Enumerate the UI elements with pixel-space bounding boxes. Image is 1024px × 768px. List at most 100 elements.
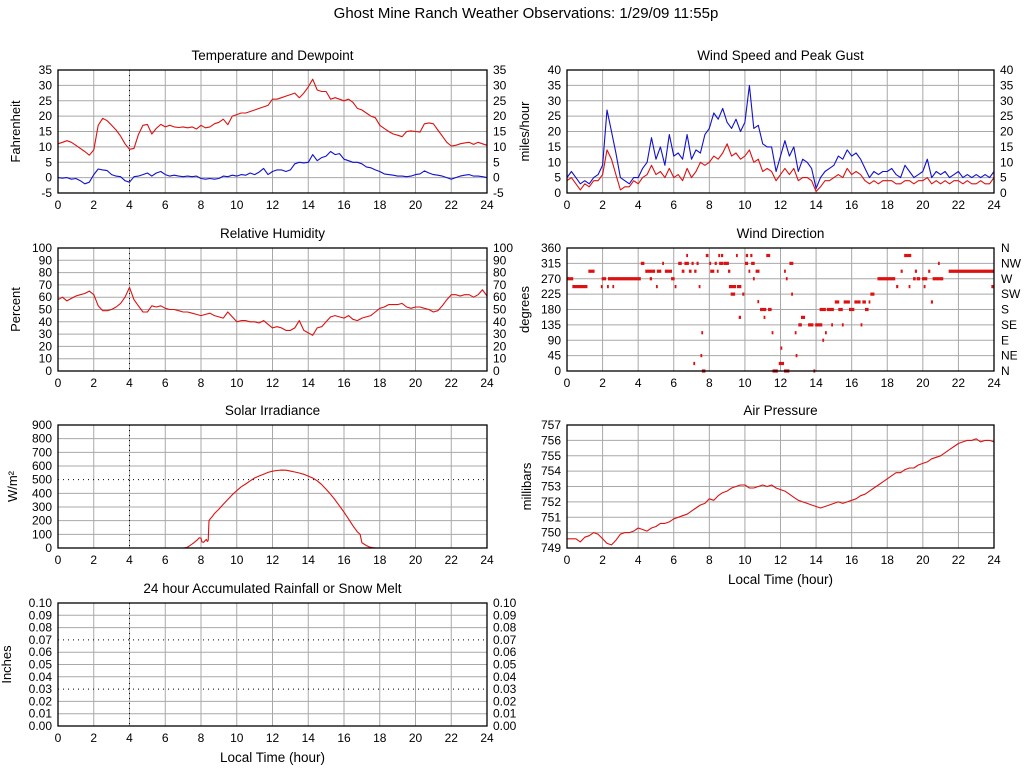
- chart-text: 0.08: [493, 621, 517, 635]
- chart-text: 30: [493, 78, 507, 92]
- chart-text: 0: [55, 376, 62, 390]
- chart-text: 12: [266, 376, 280, 390]
- chart-text: 0: [45, 171, 52, 185]
- chart-text: 2: [90, 198, 97, 212]
- chart-text: 50: [493, 303, 507, 317]
- chart-text: Local Time (hour): [728, 572, 833, 587]
- chart-text: 35: [1000, 78, 1014, 92]
- chart-text: 0.09: [493, 608, 517, 622]
- chart-text: 14: [302, 731, 316, 745]
- chart-text: Inches: [0, 645, 14, 684]
- chart-text: miles/hour: [517, 101, 532, 162]
- chart-text: 14: [302, 553, 316, 567]
- chart-text: 90: [39, 253, 53, 267]
- gridlines: [567, 70, 994, 193]
- chart-text: 30: [1000, 94, 1014, 108]
- chart-text: 100: [493, 241, 513, 255]
- plot-border: [566, 424, 995, 549]
- chart-text: 80: [493, 266, 507, 280]
- series-relative-humidity: [57, 286, 488, 336]
- chart-text: 500: [32, 473, 52, 487]
- chart-text: 10: [738, 553, 752, 567]
- chart-text: 0.06: [493, 645, 517, 659]
- chart-text: 2: [599, 198, 606, 212]
- chart-text: SE: [1001, 318, 1017, 332]
- chart-text: 6: [670, 376, 677, 390]
- chart-text: 14: [302, 376, 316, 390]
- chart-text: 20: [409, 553, 423, 567]
- chart-text: 50: [39, 303, 53, 317]
- chart-text: 0: [564, 376, 571, 390]
- chart-text: 20: [916, 553, 930, 567]
- chart-text: 135: [541, 318, 561, 332]
- chart-text: 0.02: [493, 694, 517, 708]
- chart-text: 22: [445, 198, 459, 212]
- chart-text: 400: [32, 486, 52, 500]
- chart-text: 24 hour Accumulated Rainfall or Snow Mel…: [143, 581, 401, 596]
- series-dewpoint: [57, 150, 488, 185]
- chart-text: 749: [541, 541, 561, 555]
- chart-text: 2: [90, 376, 97, 390]
- chart-text: 0.04: [29, 670, 53, 684]
- chart-text: 8: [706, 376, 713, 390]
- chart-text: 315: [541, 256, 561, 270]
- chart-text: 35: [493, 63, 507, 77]
- chart-text: 755: [541, 449, 561, 463]
- chart-text: 360: [541, 241, 561, 255]
- chart-text: 40: [548, 63, 562, 77]
- chart-text: 0.06: [29, 645, 53, 659]
- chart-text: 18: [881, 376, 895, 390]
- chart-text: 12: [266, 731, 280, 745]
- chart-text: 100: [32, 527, 52, 541]
- chart-text: 20: [39, 109, 53, 123]
- chart-text: 6: [670, 198, 677, 212]
- chart-text: 5: [1000, 171, 1007, 185]
- chart-text: 22: [952, 553, 966, 567]
- chart-text: 16: [337, 731, 351, 745]
- chart-text: 6: [162, 553, 169, 567]
- chart-text: 45: [548, 349, 562, 363]
- chart-text: 0.08: [29, 621, 53, 635]
- chart-text: 6: [162, 731, 169, 745]
- chart-text: 10: [230, 553, 244, 567]
- chart-text: Relative Humidity: [220, 226, 325, 241]
- chart-text: 2: [599, 553, 606, 567]
- chart-text: 0.02: [29, 694, 53, 708]
- chart-text: 25: [39, 94, 53, 108]
- chart-text: N: [1001, 364, 1010, 378]
- chart-text: 18: [881, 198, 895, 212]
- chart-text: 0: [45, 541, 52, 555]
- chart-text: 60: [39, 290, 53, 304]
- chart-text: 10: [493, 140, 507, 154]
- chart-text: 20: [409, 731, 423, 745]
- chart-text: NE: [1001, 349, 1018, 363]
- chart-text: 18: [373, 553, 387, 567]
- chart-text: 18: [881, 553, 895, 567]
- chart-text: 16: [337, 198, 351, 212]
- chart-text: 700: [32, 445, 52, 459]
- chart-text: 70: [39, 278, 53, 292]
- chart-text: 24: [480, 376, 494, 390]
- chart-text: 40: [493, 315, 507, 329]
- chart-text: 180: [541, 303, 561, 317]
- chart-text: 0.07: [29, 633, 53, 647]
- chart-text: 752: [541, 495, 561, 509]
- chart-text: 16: [845, 553, 859, 567]
- chart-text: 300: [32, 500, 52, 514]
- chart-text: 24: [480, 198, 494, 212]
- chart-text: 14: [809, 198, 823, 212]
- chart-text: 10: [738, 198, 752, 212]
- chart-text: 4: [635, 376, 642, 390]
- chart-text: 0: [55, 553, 62, 567]
- chart-text: 0: [55, 198, 62, 212]
- chart-text: 24: [480, 553, 494, 567]
- plot-border: [57, 69, 488, 194]
- chart-text: 2: [90, 731, 97, 745]
- chart-text: 22: [952, 198, 966, 212]
- plot-border: [57, 247, 488, 372]
